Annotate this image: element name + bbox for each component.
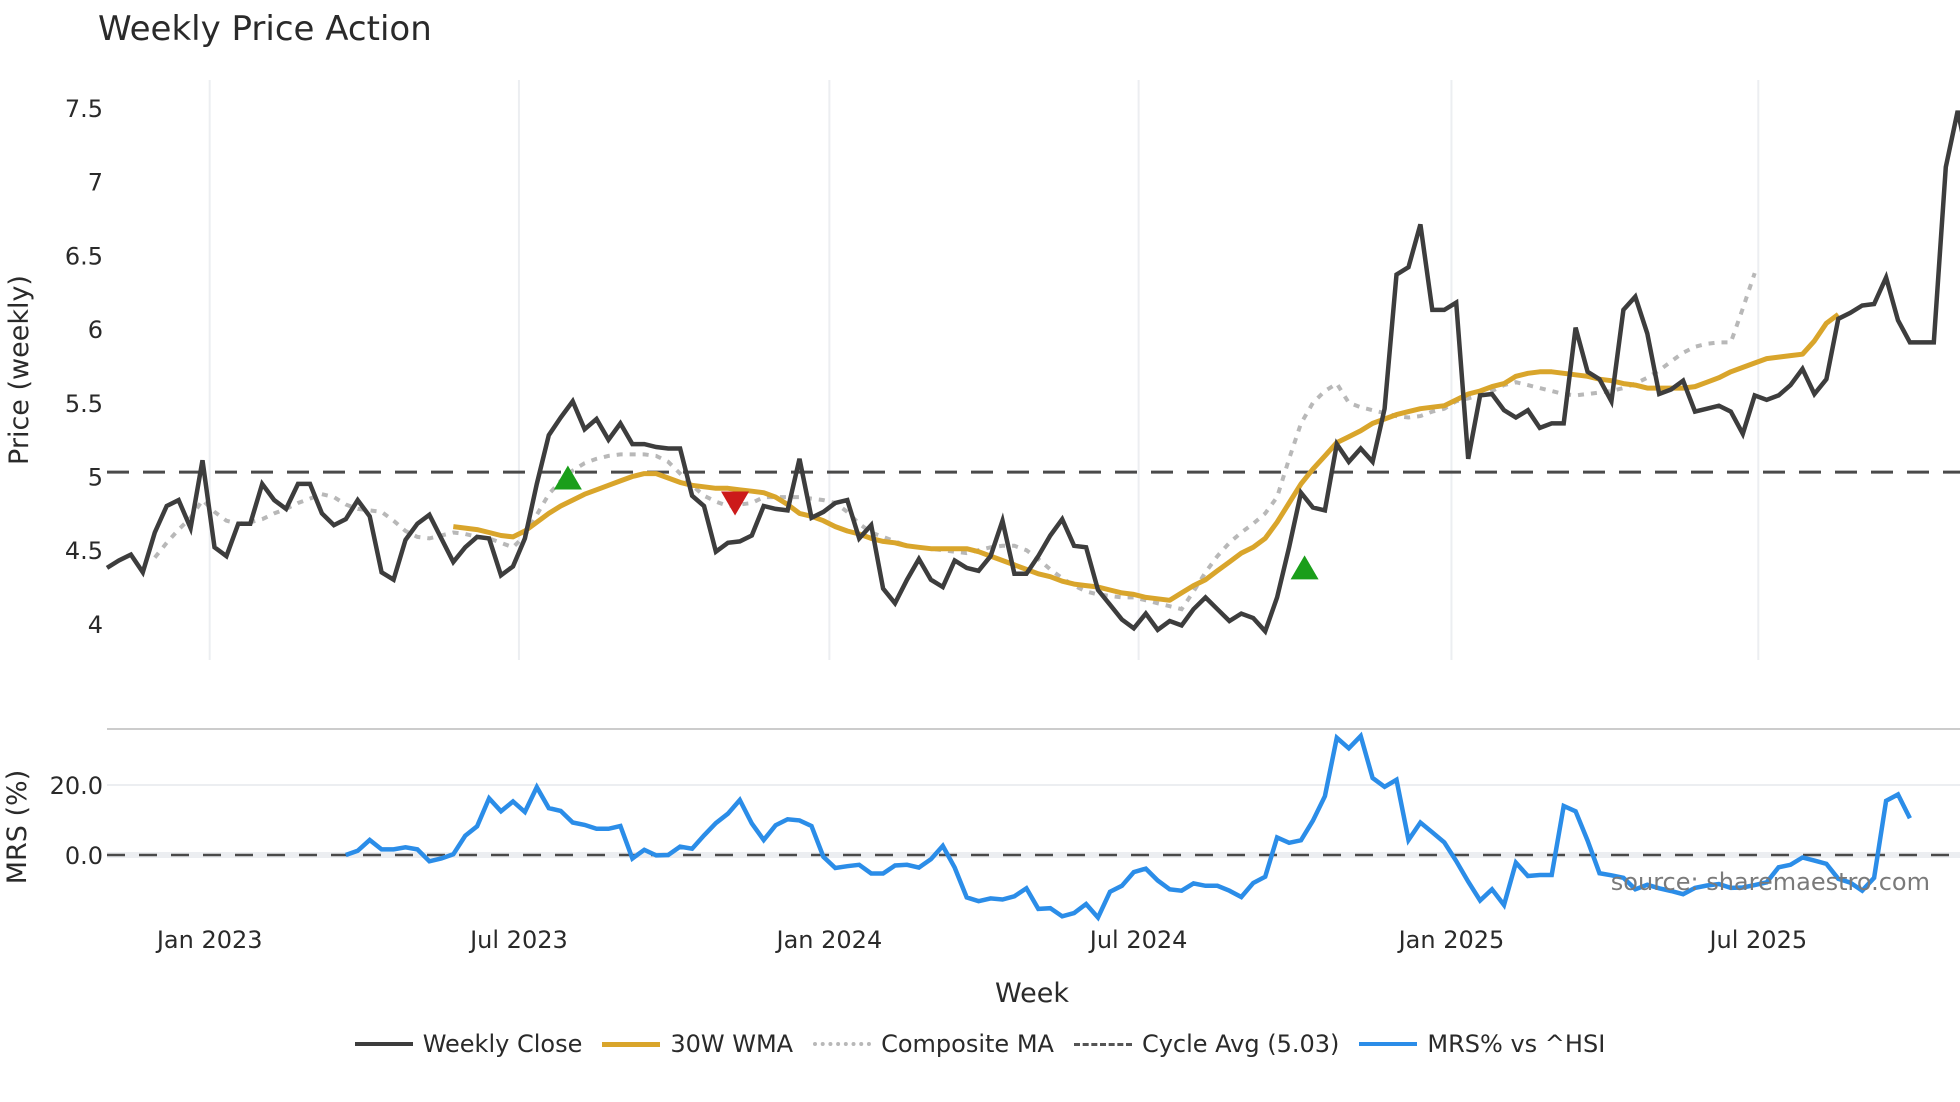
price-y-tick-label: 7 [88, 169, 103, 197]
chart-title: Weekly Price Action [98, 9, 432, 49]
price-y-tick-label: 6 [88, 316, 103, 344]
legend-item-30w-wma[interactable]: 30W WMA [602, 1030, 793, 1058]
legend-item-composite-ma[interactable]: Composite MA [813, 1030, 1054, 1058]
price-y-tick-label: 4.5 [65, 537, 103, 565]
mrs-y-tick-label: 0.0 [65, 842, 103, 870]
x-tick-label: Jan 2023 [155, 926, 263, 954]
signal-markers [553, 465, 1319, 580]
buy-signal-triangle-up-icon [553, 465, 582, 490]
source-watermark: source: sharemaestro.com [1611, 868, 1930, 896]
mrs-line [345, 731, 1912, 922]
legend: Weekly Close 30W WMA Composite MA Cycle … [0, 1030, 1960, 1058]
price-gridlines [208, 80, 1760, 660]
wma-30w-line [452, 312, 1840, 603]
mrs-panel: 0.0 20.0 MRS (%) source: sharemaestro.com [2, 731, 1960, 922]
legend-item-cycle-avg[interactable]: Cycle Avg (5.03) [1073, 1030, 1340, 1058]
price-y-ticks: 4 4.5 5 5.5 6 6.5 7 7.5 [65, 95, 103, 639]
weekly-close-line [105, 110, 1960, 636]
x-tick-label: Jan 2025 [1397, 926, 1505, 954]
mrs-y-tick-label: 20.0 [50, 772, 103, 800]
price-panel: 4 4.5 5 5.5 6 6.5 7 7.5 Price (weekly) [4, 80, 1960, 660]
mrs-gridlines [107, 784, 1960, 858]
cycle-avg-swatch-icon [1073, 1042, 1132, 1046]
sell-signal-triangle-down-icon [721, 491, 750, 516]
mrs-y-axis-title: MRS (%) [2, 770, 33, 885]
price-y-tick-label: 6.5 [65, 242, 103, 270]
price-y-tick-label: 5 [88, 464, 103, 492]
legend-item-weekly-close[interactable]: Weekly Close [354, 1030, 583, 1058]
price-y-tick-label: 5.5 [65, 390, 103, 418]
price-y-tick-label: 4 [88, 611, 103, 639]
legend-label: Cycle Avg (5.03) [1141, 1030, 1340, 1058]
x-axis-title: Week [995, 978, 1069, 1009]
mrs-swatch-icon [1359, 1042, 1418, 1046]
composite-ma-swatch-icon [813, 1042, 872, 1046]
x-axis-ticks: Jan 2023 Jul 2023 Jan 2024 Jul 2024 Jan 2025… [155, 926, 1807, 954]
legend-label: 30W WMA [670, 1030, 794, 1058]
x-tick-label: Jan 2024 [775, 926, 883, 954]
weekly-close-swatch-icon [354, 1042, 413, 1046]
x-tick-label: Jul 2023 [468, 926, 568, 954]
legend-item-mrs[interactable]: MRS% vs ^HSI [1359, 1030, 1605, 1058]
price-y-axis-title: Price (weekly) [4, 275, 35, 465]
x-tick-label: Jul 2024 [1088, 926, 1188, 954]
x-tick-label: Jul 2025 [1707, 926, 1807, 954]
price-y-tick-label: 7.5 [65, 95, 103, 123]
wma-swatch-icon [602, 1041, 661, 1047]
legend-label: Weekly Close [422, 1030, 583, 1058]
legend-label: Composite MA [881, 1030, 1054, 1058]
legend-label: MRS% vs ^HSI [1427, 1030, 1606, 1058]
buy-signal-triangle-up-icon [1290, 555, 1319, 580]
mrs-y-ticks: 0.0 20.0 [50, 772, 103, 870]
